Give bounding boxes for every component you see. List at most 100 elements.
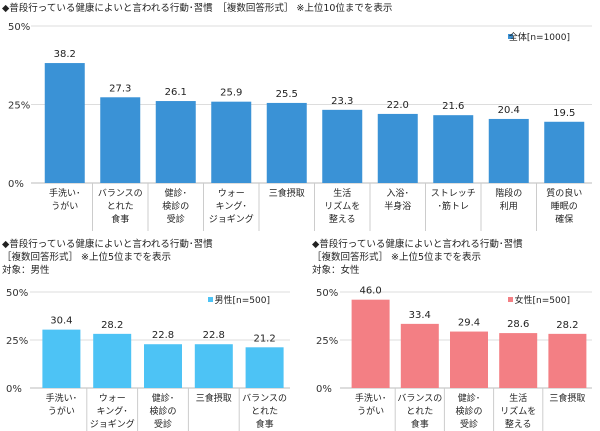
- bar: [433, 115, 474, 183]
- bar: [155, 101, 196, 183]
- bar: [450, 331, 488, 388]
- x-tick-label: 三食摂取: [269, 187, 305, 199]
- legend-label: 女性[n=500]: [515, 294, 570, 306]
- y-tick-label: 0%: [316, 384, 332, 395]
- x-tick-label: 生活: [509, 392, 527, 404]
- data-label: 27.3: [109, 83, 131, 94]
- chart-title-female: ◆普段行っている健康によいと言われる行動･習慣: [312, 239, 523, 250]
- bar: [93, 333, 132, 388]
- x-tick-label: リズムを: [324, 200, 360, 212]
- data-label: 33.4: [409, 310, 431, 321]
- data-label: 22.8: [152, 330, 174, 341]
- bar: [544, 121, 585, 183]
- y-tick-label: 25%: [316, 336, 338, 347]
- x-tick-label: ジョギング: [90, 418, 135, 430]
- x-tick-label: 健診･: [164, 187, 187, 199]
- x-tick-label: 受診: [154, 418, 172, 430]
- bar: [548, 333, 587, 388]
- bar: [322, 109, 363, 183]
- data-label: 46.0: [359, 286, 381, 297]
- x-tick-label: 質の良い: [546, 187, 582, 199]
- y-tick-label: 50%: [316, 288, 338, 299]
- x-tick-label: 手洗い･: [46, 392, 78, 404]
- legend-swatch: [508, 34, 513, 39]
- bar: [400, 323, 439, 388]
- x-tick-label: 食事: [256, 418, 274, 430]
- bar: [100, 97, 141, 183]
- legend-label: 男性[n=500]: [215, 294, 270, 306]
- chart-subtitle-male: ［複数回答形式］ ※上位5位までを表示: [2, 252, 172, 263]
- chart-target-male: 対象：男性: [2, 265, 50, 276]
- data-label: 26.1: [165, 87, 187, 98]
- x-tick-label: バランスの: [397, 393, 442, 404]
- x-tick-label: 整える: [505, 418, 532, 430]
- x-tick-label: うがい: [48, 405, 75, 417]
- bar: [488, 118, 529, 183]
- x-tick-label: とれた: [107, 201, 134, 212]
- x-tick-label: うがい: [357, 405, 384, 417]
- x-tick-label: 睡眠の: [551, 200, 578, 212]
- x-tick-label: 利用: [500, 200, 518, 212]
- bar: [144, 344, 182, 388]
- legend-swatch: [208, 297, 213, 302]
- x-tick-label: キング･: [216, 200, 247, 212]
- chart-subtitle-female: ［複数回答形式］ ※上位5位までを表示: [312, 252, 482, 263]
- x-tick-label: 確保: [555, 213, 573, 225]
- x-tick-label: 食事: [411, 418, 429, 430]
- y-tick-label: 50%: [6, 288, 28, 299]
- x-tick-label: 入浴･: [386, 188, 409, 199]
- legend-swatch: [508, 297, 513, 302]
- x-tick-label: 健診･: [152, 392, 175, 404]
- x-tick-label: ウォー: [99, 393, 126, 404]
- x-tick-label: うがい: [51, 200, 78, 212]
- x-tick-label: 検診の: [162, 200, 189, 212]
- x-tick-label: 健診･: [458, 392, 481, 404]
- x-tick-label: 整える: [329, 213, 356, 225]
- data-label: 21.6: [442, 101, 464, 112]
- x-tick-label: リズムを: [500, 405, 536, 417]
- chart-title-male: ◆普段行っている健康によいと言われる行動･習慣: [2, 239, 213, 250]
- bar: [245, 347, 284, 388]
- data-label: 28.2: [556, 320, 578, 331]
- data-label: 28.2: [101, 320, 123, 331]
- bar: [351, 299, 390, 388]
- x-tick-label: とれた: [406, 406, 433, 417]
- x-tick-label: キング･: [97, 405, 128, 417]
- x-tick-label: とれた: [251, 406, 278, 417]
- y-tick-label: 25%: [8, 101, 30, 112]
- legend-label: 全体[n=1000]: [509, 31, 570, 43]
- x-tick-label: バランスの: [242, 393, 287, 404]
- bar: [42, 329, 81, 388]
- x-tick-label: 検診の: [455, 405, 482, 417]
- y-tick-label: 0%: [8, 179, 24, 190]
- bar: [44, 63, 85, 183]
- x-tick-label: ストレッチ: [431, 188, 476, 199]
- x-tick-label: 手洗い･: [355, 392, 387, 404]
- x-tick-label: 階段の: [495, 187, 522, 199]
- bar: [194, 344, 233, 388]
- x-tick-label: 半身浴: [384, 200, 411, 212]
- x-tick-label: 三食摂取: [549, 392, 585, 404]
- bar: [266, 102, 307, 183]
- data-label: 20.4: [498, 105, 520, 116]
- x-tick-label: 三食摂取: [196, 392, 232, 404]
- x-tick-label: 食事: [111, 213, 129, 225]
- data-label: 29.4: [458, 318, 480, 329]
- data-label: 21.2: [253, 333, 275, 344]
- y-tick-label: 50%: [8, 22, 30, 33]
- data-label: 25.9: [220, 88, 242, 99]
- y-tick-label: 25%: [6, 336, 28, 347]
- chart-target-female: 対象：女性: [312, 265, 360, 276]
- data-label: 38.2: [54, 49, 76, 60]
- x-tick-label: ジョギング: [209, 213, 254, 225]
- x-tick-label: ウォー: [218, 188, 245, 199]
- x-tick-label: ･筋トレ: [437, 200, 469, 212]
- bar: [499, 333, 538, 388]
- x-tick-label: 受診: [460, 418, 478, 430]
- chart-title-all: ◆普段行っている健康によいと言われる行動･習慣 ［複数回答形式］ ※上位10位ま…: [2, 3, 393, 14]
- x-tick-label: 受診: [167, 213, 185, 225]
- data-label: 19.5: [553, 108, 575, 119]
- data-label: 23.3: [331, 96, 353, 107]
- data-label: 22.0: [387, 100, 409, 111]
- data-label: 28.6: [507, 319, 529, 330]
